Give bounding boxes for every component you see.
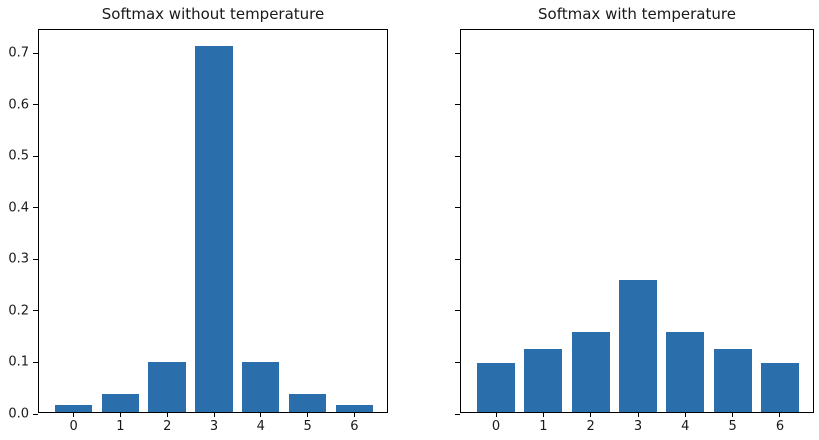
- y-tick-label: 0.1: [8, 354, 29, 370]
- y-tick: [455, 104, 460, 106]
- y-tick-label: 0.0: [8, 406, 29, 422]
- bar-category-2: [148, 362, 186, 412]
- y-tick: [455, 52, 460, 54]
- y-tick: [33, 52, 38, 54]
- y-tick: [33, 413, 38, 415]
- x-tick-label: 0: [69, 419, 78, 434]
- bar-category-5: [713, 349, 752, 412]
- x-tick: [542, 412, 544, 417]
- y-tick-label: 0.2: [8, 303, 29, 319]
- x-tick-label: 4: [681, 419, 690, 434]
- bar-category-6: [761, 363, 799, 412]
- x-tick: [353, 412, 355, 417]
- x-tick: [590, 412, 592, 417]
- plot-title-without-temperature: Softmax without temperature: [101, 5, 325, 23]
- y-tick: [33, 361, 38, 363]
- x-tick-label: 2: [163, 419, 172, 434]
- y-tick: [455, 310, 460, 312]
- bar-category-4: [666, 331, 705, 412]
- plot-title-with-temperature: Softmax with temperature: [538, 5, 736, 23]
- y-tick: [455, 413, 460, 415]
- axes-with-temperature: 0 1 2 3 4 5 6: [455, 29, 814, 433]
- x-tick: [213, 412, 215, 417]
- x-tick-label: 3: [209, 419, 219, 434]
- y-tick-label: 0.6: [8, 97, 29, 113]
- y-tick: [455, 155, 460, 157]
- x-tick-label: 6: [350, 419, 359, 434]
- bar-category-0: [477, 363, 515, 412]
- x-tick-label: 2: [586, 419, 595, 434]
- x-tick: [495, 412, 497, 417]
- x-tick: [732, 412, 734, 417]
- y-tick: [33, 104, 38, 106]
- x-tick: [637, 412, 639, 417]
- x-tick-label: 4: [256, 419, 265, 434]
- x-tick-label: 6: [775, 419, 785, 434]
- x-tick: [166, 412, 168, 417]
- bar-category-3: [619, 279, 657, 412]
- bar-category-1: [524, 349, 563, 412]
- x-tick: [73, 412, 75, 417]
- bar-category-1: [101, 393, 140, 412]
- x-tick-label: 1: [116, 419, 125, 434]
- bar-category-4: [242, 362, 280, 412]
- x-tick-label: 0: [491, 419, 501, 434]
- x-tick: [779, 412, 781, 417]
- y-tick-label: 0.7: [8, 45, 29, 61]
- x-tick-label: 5: [303, 419, 312, 434]
- y-tick: [33, 310, 38, 312]
- x-tick: [119, 412, 121, 417]
- y-tick-label: 0.4: [8, 200, 29, 216]
- x-tick-label: 3: [633, 419, 643, 434]
- y-tick: [455, 207, 460, 209]
- bar-category-2: [571, 331, 610, 412]
- bar-category-6: [335, 405, 374, 412]
- y-tick: [33, 207, 38, 209]
- y-tick: [33, 155, 38, 157]
- y-tick: [33, 258, 38, 260]
- x-tick: [307, 412, 309, 417]
- axes-without-temperature: 0.0 0.1 0.2 0.3 0.4 0.5 0.6 0.7 0 1 2 3 4 5 6: [8, 29, 388, 433]
- bar-category-5: [288, 393, 327, 412]
- x-tick-label: 5: [728, 419, 737, 434]
- bar-category-0: [54, 405, 93, 412]
- y-tick-label: 0.5: [8, 148, 29, 164]
- y-tick-label: 0.3: [8, 251, 29, 267]
- y-tick: [455, 361, 460, 363]
- bar-category-3: [195, 45, 233, 412]
- x-tick-label: 1: [539, 419, 548, 434]
- x-tick: [684, 412, 686, 417]
- subplot-softmax-with-temperature: Softmax with temperature 0 1 2 3 4 5 6: [455, 5, 814, 433]
- subplot-softmax-without-temperature: Softmax without temperature 0.0 0.1 0.2 0.3…: [8, 5, 388, 433]
- y-tick: [455, 258, 460, 260]
- x-tick: [260, 412, 262, 417]
